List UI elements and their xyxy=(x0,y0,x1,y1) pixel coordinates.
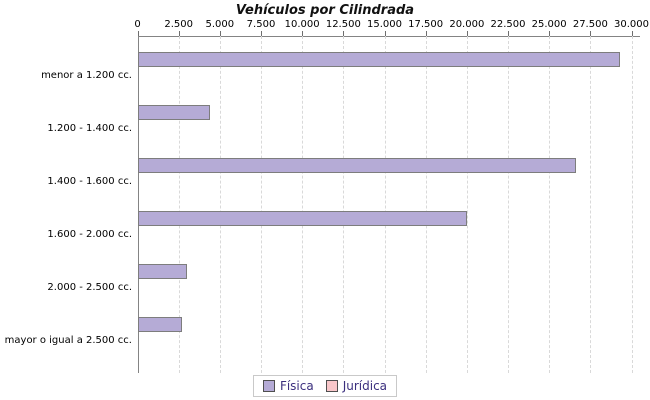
bar-fisica xyxy=(138,264,187,279)
legend-swatch-icon xyxy=(325,380,338,392)
gridline xyxy=(302,36,304,373)
tick-mark xyxy=(631,31,633,36)
tick-mark xyxy=(137,31,139,36)
tick-mark xyxy=(549,31,551,36)
chart-title: Vehículos por Cilindrada xyxy=(235,3,415,18)
x-tick-label: 20.000 xyxy=(449,19,485,30)
gridline xyxy=(384,36,386,373)
gridline xyxy=(631,36,633,373)
tick-mark xyxy=(466,31,468,36)
gridline xyxy=(549,36,551,373)
gridline xyxy=(219,36,221,373)
bar-fisica xyxy=(138,158,576,173)
x-tick-label: 5.000 xyxy=(205,19,235,30)
gridline xyxy=(261,36,262,373)
legend: Física Jurídica xyxy=(0,375,650,397)
x-tick-label: 10.000 xyxy=(284,19,320,30)
x-tick-label: 22.500 xyxy=(490,19,526,30)
tick-mark xyxy=(508,31,509,36)
legend-label: Jurídica xyxy=(342,379,388,393)
x-tick-label: 27.500 xyxy=(572,19,608,30)
category-label: 1.400 - 1.600 cc. xyxy=(47,176,132,187)
legend-item: Jurídica xyxy=(325,379,388,393)
legend-box: Física Jurídica xyxy=(252,375,398,397)
x-tick-label: 15.000 xyxy=(367,19,402,30)
tick-mark xyxy=(261,31,262,36)
gridline xyxy=(466,36,468,373)
tick-mark xyxy=(178,31,180,36)
category-label: menor a 1.200 cc. xyxy=(41,70,132,81)
bar-fisica xyxy=(138,52,620,67)
category-label: 2.000 - 2.500 cc. xyxy=(47,282,132,293)
x-tick-label: 17.500 xyxy=(408,19,444,30)
gridline xyxy=(425,36,427,373)
gridline xyxy=(590,36,592,373)
category-label: 1.200 - 1.400 cc. xyxy=(47,123,132,134)
x-axis-line xyxy=(137,36,640,37)
x-tick-label: 12.500 xyxy=(325,19,361,30)
tick-mark xyxy=(343,31,345,36)
legend-item: Física xyxy=(262,379,314,393)
gridline xyxy=(343,36,345,373)
tick-mark xyxy=(302,31,304,36)
tick-mark xyxy=(425,31,427,36)
gridline xyxy=(508,36,509,373)
legend-swatch-icon xyxy=(262,380,275,392)
tick-mark xyxy=(219,31,221,36)
x-tick-label: 25.000 xyxy=(531,19,567,30)
category-label: 1.600 - 2.000 cc. xyxy=(47,229,132,240)
bar-fisica xyxy=(138,211,468,226)
gridline xyxy=(178,36,180,373)
bar-fisica xyxy=(138,105,211,120)
x-tick-label: 0 xyxy=(134,19,141,30)
category-label: mayor o igual a 2.500 cc. xyxy=(4,335,132,346)
y-axis-line xyxy=(137,36,139,373)
tick-mark xyxy=(590,31,592,36)
x-tick-label: 7.500 xyxy=(246,19,276,30)
legend-label: Física xyxy=(279,379,314,393)
tick-mark xyxy=(384,31,386,36)
x-tick-label: 2.500 xyxy=(164,19,193,30)
x-tick-label: 30.000 xyxy=(614,19,649,30)
bar-fisica xyxy=(138,317,182,332)
